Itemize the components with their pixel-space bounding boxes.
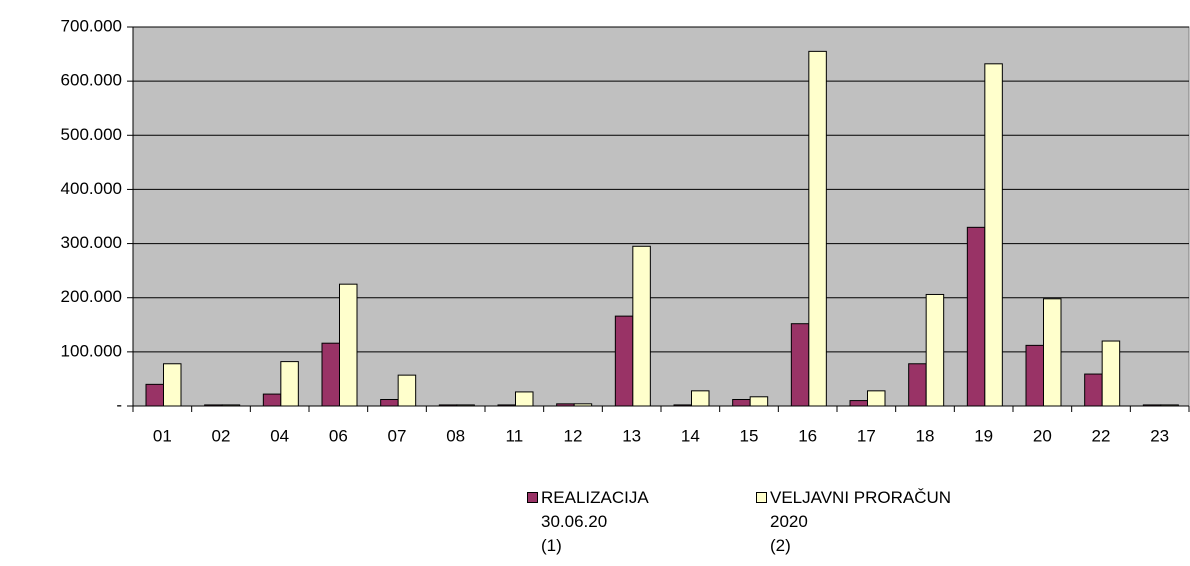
y-tick-label: 100.000	[61, 341, 122, 360]
x-tick-label: 15	[740, 426, 759, 445]
plot-area	[132, 26, 1190, 407]
x-tick-label: 06	[329, 426, 348, 445]
bar	[438, 404, 458, 407]
legend-label: REALIZACIJA 30.06.20 (1)	[541, 488, 649, 555]
x-tick-label: 17	[857, 426, 876, 445]
bar	[925, 293, 945, 407]
y-tick-label: 200.000	[61, 287, 122, 306]
bar	[380, 399, 399, 407]
bar	[221, 404, 241, 407]
y-tick-label: 400.000	[61, 179, 122, 198]
bar	[497, 404, 516, 407]
bar	[790, 323, 810, 407]
x-tick-label: 08	[446, 426, 465, 445]
x-tick-label: 22	[1092, 426, 1111, 445]
x-tick-label: 19	[974, 426, 993, 445]
x-tick-label: 02	[212, 426, 231, 445]
bar	[515, 391, 534, 407]
bar	[1101, 340, 1121, 407]
y-tick-label: 500.000	[61, 125, 122, 144]
bar	[673, 404, 692, 407]
bar	[397, 374, 417, 407]
bar	[573, 403, 593, 407]
legend-swatch	[756, 492, 767, 503]
bar	[262, 393, 282, 407]
y-tick-label: 600.000	[61, 71, 122, 90]
legend-item: REALIZACIJA 30.06.20 (1)	[527, 486, 649, 558]
bar	[632, 245, 651, 407]
bar	[849, 400, 868, 407]
legend-label: VELJAVNI PRORAČUN 2020 (2)	[770, 488, 952, 555]
bar	[280, 361, 299, 407]
x-tick-label: 11	[506, 426, 524, 445]
bar	[1043, 298, 1062, 407]
x-tick-label: 01	[153, 426, 172, 445]
x-tick-label: 14	[681, 426, 700, 445]
x-tick-label: 20	[1033, 426, 1052, 445]
x-tick-label: 13	[622, 426, 641, 445]
x-tick-label: 12	[564, 426, 583, 445]
bar	[966, 226, 986, 407]
bar	[1084, 373, 1103, 407]
bar	[456, 404, 475, 407]
y-tick-label: 700.000	[61, 16, 122, 35]
bar	[339, 283, 358, 407]
bar	[321, 342, 340, 407]
bar	[1160, 404, 1179, 407]
y-tick-label: 300.000	[61, 233, 122, 252]
bar	[145, 383, 164, 407]
y-tick-label: -	[116, 395, 122, 414]
legend-item: VELJAVNI PRORAČUN 2020 (2)	[756, 486, 951, 558]
x-tick-label: 18	[916, 426, 935, 445]
bar	[614, 315, 634, 407]
legend-swatch	[527, 492, 538, 503]
bar	[556, 403, 575, 407]
x-tick-label: 16	[798, 426, 817, 445]
bar	[749, 396, 769, 407]
x-tick-label: 04	[270, 426, 289, 445]
bar	[984, 63, 1003, 407]
bar	[908, 363, 927, 407]
bar	[691, 390, 710, 407]
bar	[808, 50, 827, 407]
x-tick-label: 07	[388, 426, 407, 445]
bar	[204, 404, 223, 407]
bar	[1142, 404, 1162, 407]
x-tick-label: 23	[1150, 426, 1169, 445]
bar	[1025, 344, 1044, 407]
bar	[867, 390, 886, 407]
bar	[163, 363, 182, 407]
bar	[732, 399, 751, 407]
